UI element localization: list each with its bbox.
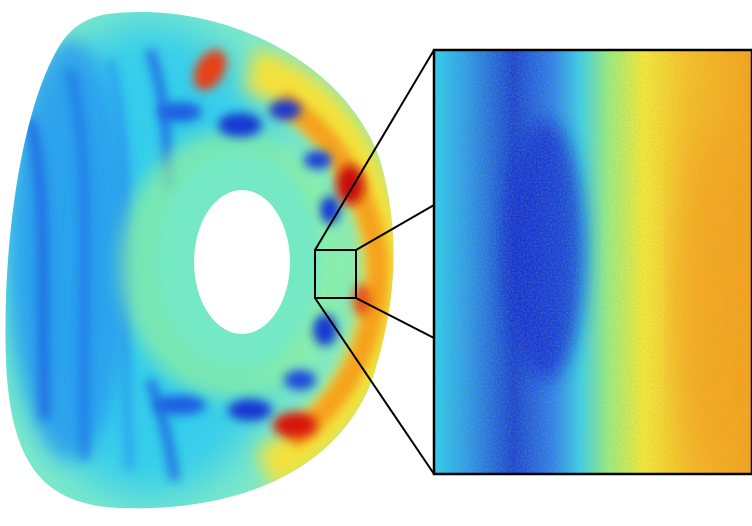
highlight-box — [314, 249, 357, 299]
zoom-inset-panel — [434, 50, 752, 474]
torus-cross-section — [5, 11, 394, 509]
torus-center-hole — [194, 190, 290, 334]
zoom-inset-frame — [432, 48, 752, 476]
zoom-connector-lines — [314, 49, 435, 475]
